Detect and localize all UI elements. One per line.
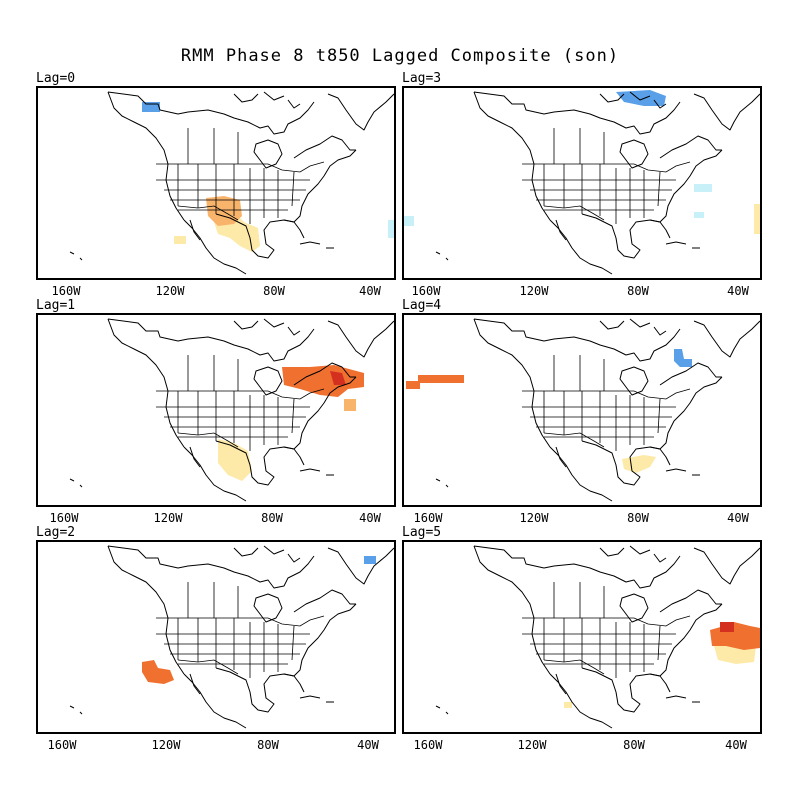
anomaly-red-labrador [330, 371, 346, 385]
x-tick-label: 40W [359, 511, 381, 525]
x-axis: 160W 120W 80W 40W [402, 284, 762, 300]
x-tick-label: 80W [627, 284, 649, 298]
anomaly-orange-texas [206, 196, 242, 226]
anomaly-light-orange-mexico [564, 702, 572, 708]
anomaly-light-orange-mexico [218, 439, 252, 481]
x-axis: 160W 120W 80W 40W [36, 738, 396, 754]
anomaly-dark-orange-baja [142, 660, 174, 684]
x-tick-label: 80W [623, 738, 645, 752]
x-axis: 160W 120W 80W 40W [402, 738, 762, 754]
panel-lag-1: Lag=1 160W 120W 80W 40W [36, 298, 396, 525]
x-axis: 160W 120W 80W 40W [36, 284, 396, 300]
x-tick-label: 120W [155, 284, 185, 298]
anomaly-blue-labrador-sea [674, 349, 692, 367]
map-frame [36, 313, 396, 507]
anomaly-light-orange-east-atlantic [754, 204, 760, 234]
panel-lag-0: Lag=0 160W 120W 80W 40W [36, 71, 396, 298]
x-tick-label: 160W [411, 284, 441, 298]
x-tick-label: 80W [261, 511, 283, 525]
panel-label: Lag=2 [36, 525, 76, 540]
map-canvas [69, 318, 394, 502]
x-tick-label: 40W [359, 284, 381, 298]
anomaly-dark-orange-atlantic [710, 622, 760, 650]
anomaly-dark-orange-quebec [282, 365, 364, 397]
map-canvas [404, 90, 760, 275]
x-axis: 160W 120W 80W 40W [36, 511, 396, 527]
x-tick-label: 80W [263, 284, 285, 298]
anomaly-light-orange-baja [174, 236, 186, 244]
map-canvas [406, 318, 760, 502]
x-tick-label: 120W [517, 738, 547, 752]
x-tick-label: 80W [257, 738, 279, 752]
x-axis: 160W 120W 80W 40W [402, 511, 762, 527]
x-tick-label: 120W [153, 511, 183, 525]
panel-label: Lag=3 [402, 71, 442, 86]
panel-label: Lag=0 [36, 71, 76, 86]
anomaly-blue-alaska [142, 102, 160, 112]
panel-lag-4: Lag=4 160W 120W 80W 40W [402, 298, 762, 525]
x-tick-label: 80W [627, 511, 649, 525]
map-frame [36, 86, 396, 280]
anomaly-light-blue-central-atlantic [694, 212, 704, 218]
anomaly-blue-arctic [616, 90, 666, 106]
map-canvas [69, 91, 394, 275]
map-frame [36, 540, 396, 734]
x-tick-label: 40W [727, 284, 749, 298]
panel-label: Lag=4 [402, 298, 442, 313]
map-frame [402, 313, 762, 507]
panel-lag-2: Lag=2 160W 120W 80W 40W [36, 525, 396, 752]
anomaly-orange-nova-scotia [344, 399, 356, 411]
panel-lag-5: Lag=5 160W 120W 80W 40W [402, 525, 762, 752]
map-canvas [435, 545, 760, 729]
x-tick-label: 160W [413, 738, 443, 752]
anomaly-blue-greenland [364, 556, 376, 564]
map-frame [402, 86, 762, 280]
x-tick-label: 160W [413, 511, 443, 525]
map-canvas [69, 545, 394, 729]
anomaly-dark-orange-gulf-of-alaska [418, 375, 464, 383]
anomaly-red-atlantic [720, 622, 734, 632]
x-tick-label: 120W [151, 738, 181, 752]
anomaly-light-blue-pacific [404, 216, 414, 226]
anomaly-light-blue-atlantic [388, 220, 394, 238]
panel-label: Lag=5 [402, 525, 442, 540]
x-tick-label: 120W [519, 284, 549, 298]
x-tick-label: 160W [49, 511, 79, 525]
x-tick-label: 160W [51, 284, 81, 298]
figure-title: RMM Phase 8 t850 Lagged Composite (son) [180, 46, 620, 66]
anomaly-light-orange-florida [622, 455, 656, 473]
map-frame [402, 540, 762, 734]
x-tick-label: 40W [727, 511, 749, 525]
panel-lag-3: Lag=3 160W 120W 80W 40W [402, 71, 762, 298]
x-tick-label: 40W [725, 738, 747, 752]
panel-label: Lag=1 [36, 298, 76, 313]
anomaly-dark-orange-gulf-of-alaska [406, 381, 420, 389]
x-tick-label: 40W [357, 738, 379, 752]
anomaly-light-blue-north-atlantic [694, 184, 712, 192]
x-tick-label: 120W [519, 511, 549, 525]
x-tick-label: 160W [47, 738, 77, 752]
